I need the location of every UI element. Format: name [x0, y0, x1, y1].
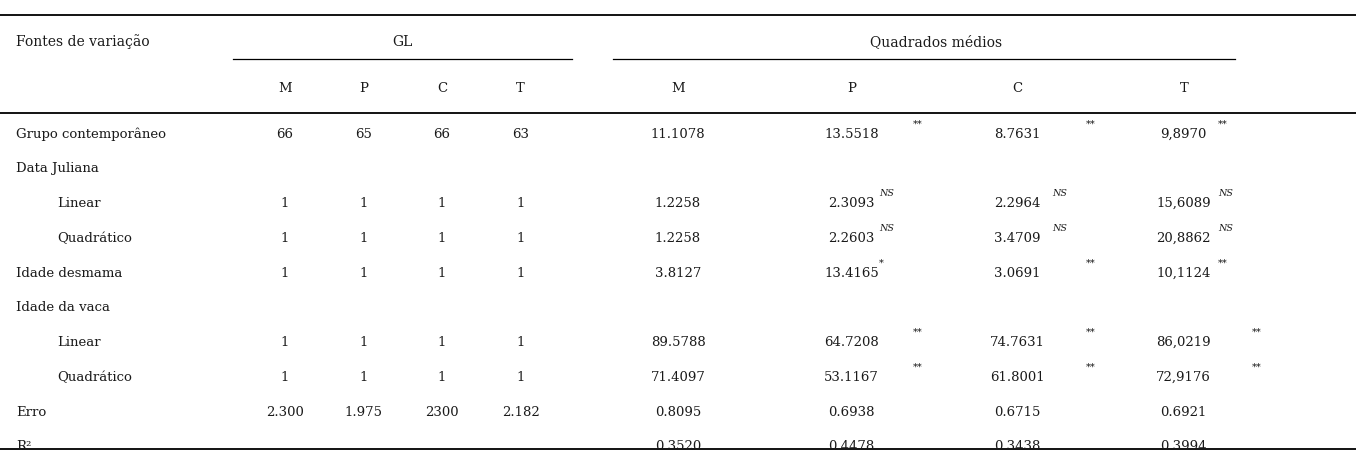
Text: Quadrados médios: Quadrados médios [869, 35, 1002, 49]
Text: **: ** [1086, 258, 1096, 268]
Text: 3.4709: 3.4709 [994, 232, 1040, 245]
Text: 2.3093: 2.3093 [829, 197, 875, 210]
Text: NS: NS [1218, 189, 1233, 198]
Text: 3.8127: 3.8127 [655, 267, 701, 280]
Text: Linear: Linear [57, 336, 100, 349]
Text: 8.7631: 8.7631 [994, 128, 1040, 141]
Text: 0.3520: 0.3520 [655, 440, 701, 453]
Text: **: ** [913, 119, 922, 129]
Text: 9,8970: 9,8970 [1161, 128, 1207, 141]
Text: 1: 1 [438, 197, 446, 210]
Text: R²: R² [16, 440, 31, 453]
Text: 72,9176: 72,9176 [1157, 371, 1211, 384]
Text: **: ** [1252, 328, 1261, 337]
Text: 1: 1 [438, 371, 446, 384]
Text: 13.5518: 13.5518 [824, 128, 879, 141]
Text: 66: 66 [434, 128, 450, 141]
Text: 1: 1 [438, 336, 446, 349]
Text: **: ** [1252, 363, 1261, 372]
Text: *: * [879, 258, 884, 268]
Text: 11.1078: 11.1078 [651, 128, 705, 141]
Text: 0.6921: 0.6921 [1161, 406, 1207, 419]
Text: 1: 1 [517, 197, 525, 210]
Text: 66: 66 [277, 128, 293, 141]
Text: 1: 1 [281, 336, 289, 349]
Text: 1.975: 1.975 [344, 406, 382, 419]
Text: 1: 1 [359, 197, 367, 210]
Text: NS: NS [1218, 224, 1233, 233]
Text: C: C [437, 82, 447, 95]
Text: 1: 1 [281, 267, 289, 280]
Text: 61.8001: 61.8001 [990, 371, 1044, 384]
Text: 1: 1 [359, 267, 367, 280]
Text: 1: 1 [359, 336, 367, 349]
Text: T: T [517, 82, 525, 95]
Text: 1.2258: 1.2258 [655, 232, 701, 245]
Text: Fontes de variação: Fontes de variação [16, 34, 151, 49]
Text: **: ** [1086, 363, 1096, 372]
Text: 2.2964: 2.2964 [994, 197, 1040, 210]
Text: 20,8862: 20,8862 [1157, 232, 1211, 245]
Text: 1: 1 [281, 232, 289, 245]
Text: Erro: Erro [16, 406, 46, 419]
Text: 1: 1 [438, 267, 446, 280]
Text: Quadrático: Quadrático [57, 371, 132, 384]
Text: 1.2258: 1.2258 [655, 197, 701, 210]
Text: 89.5788: 89.5788 [651, 336, 705, 349]
Text: 1: 1 [359, 371, 367, 384]
Text: 1: 1 [281, 197, 289, 210]
Text: 10,1124: 10,1124 [1157, 267, 1211, 280]
Text: **: ** [1086, 119, 1096, 129]
Text: NS: NS [879, 224, 894, 233]
Text: M: M [278, 82, 292, 95]
Text: 1: 1 [359, 232, 367, 245]
Text: **: ** [1218, 258, 1227, 268]
Text: Quadrático: Quadrático [57, 232, 132, 245]
Text: NS: NS [1052, 224, 1067, 233]
Text: 1: 1 [517, 232, 525, 245]
Text: P: P [359, 82, 367, 95]
Text: 3.0691: 3.0691 [994, 267, 1040, 280]
Text: 71.4097: 71.4097 [651, 371, 705, 384]
Text: 0.3994: 0.3994 [1161, 440, 1207, 453]
Text: NS: NS [1052, 189, 1067, 198]
Text: 0.8095: 0.8095 [655, 406, 701, 419]
Text: 1: 1 [517, 371, 525, 384]
Text: Idade desmama: Idade desmama [16, 267, 122, 280]
Text: P: P [848, 82, 856, 95]
Text: C: C [1012, 82, 1022, 95]
Text: 2300: 2300 [426, 406, 458, 419]
Text: 1: 1 [517, 267, 525, 280]
Text: Linear: Linear [57, 197, 100, 210]
Text: GL: GL [392, 35, 414, 49]
Text: NS: NS [879, 189, 894, 198]
Text: 2.300: 2.300 [266, 406, 304, 419]
Text: 2.182: 2.182 [502, 406, 540, 419]
Text: 0.3438: 0.3438 [994, 440, 1040, 453]
Text: Grupo contemporâneo: Grupo contemporâneo [16, 127, 167, 141]
Text: 74.7631: 74.7631 [990, 336, 1044, 349]
Text: 63: 63 [513, 128, 529, 141]
Text: M: M [671, 82, 685, 95]
Text: 1: 1 [517, 336, 525, 349]
Text: 0.6715: 0.6715 [994, 406, 1040, 419]
Text: 65: 65 [355, 128, 372, 141]
Text: 53.1167: 53.1167 [824, 371, 879, 384]
Text: Idade da vaca: Idade da vaca [16, 301, 110, 314]
Text: **: ** [913, 328, 922, 337]
Text: 1: 1 [438, 232, 446, 245]
Text: 86,0219: 86,0219 [1157, 336, 1211, 349]
Text: 15,6089: 15,6089 [1157, 197, 1211, 210]
Text: T: T [1180, 82, 1188, 95]
Text: **: ** [1086, 328, 1096, 337]
Text: 2.2603: 2.2603 [829, 232, 875, 245]
Text: 64.7208: 64.7208 [824, 336, 879, 349]
Text: 0.4478: 0.4478 [829, 440, 875, 453]
Text: 1: 1 [281, 371, 289, 384]
Text: 0.6938: 0.6938 [829, 406, 875, 419]
Text: Data Juliana: Data Juliana [16, 163, 99, 175]
Text: **: ** [1218, 119, 1227, 129]
Text: **: ** [913, 363, 922, 372]
Text: 13.4165: 13.4165 [824, 267, 879, 280]
